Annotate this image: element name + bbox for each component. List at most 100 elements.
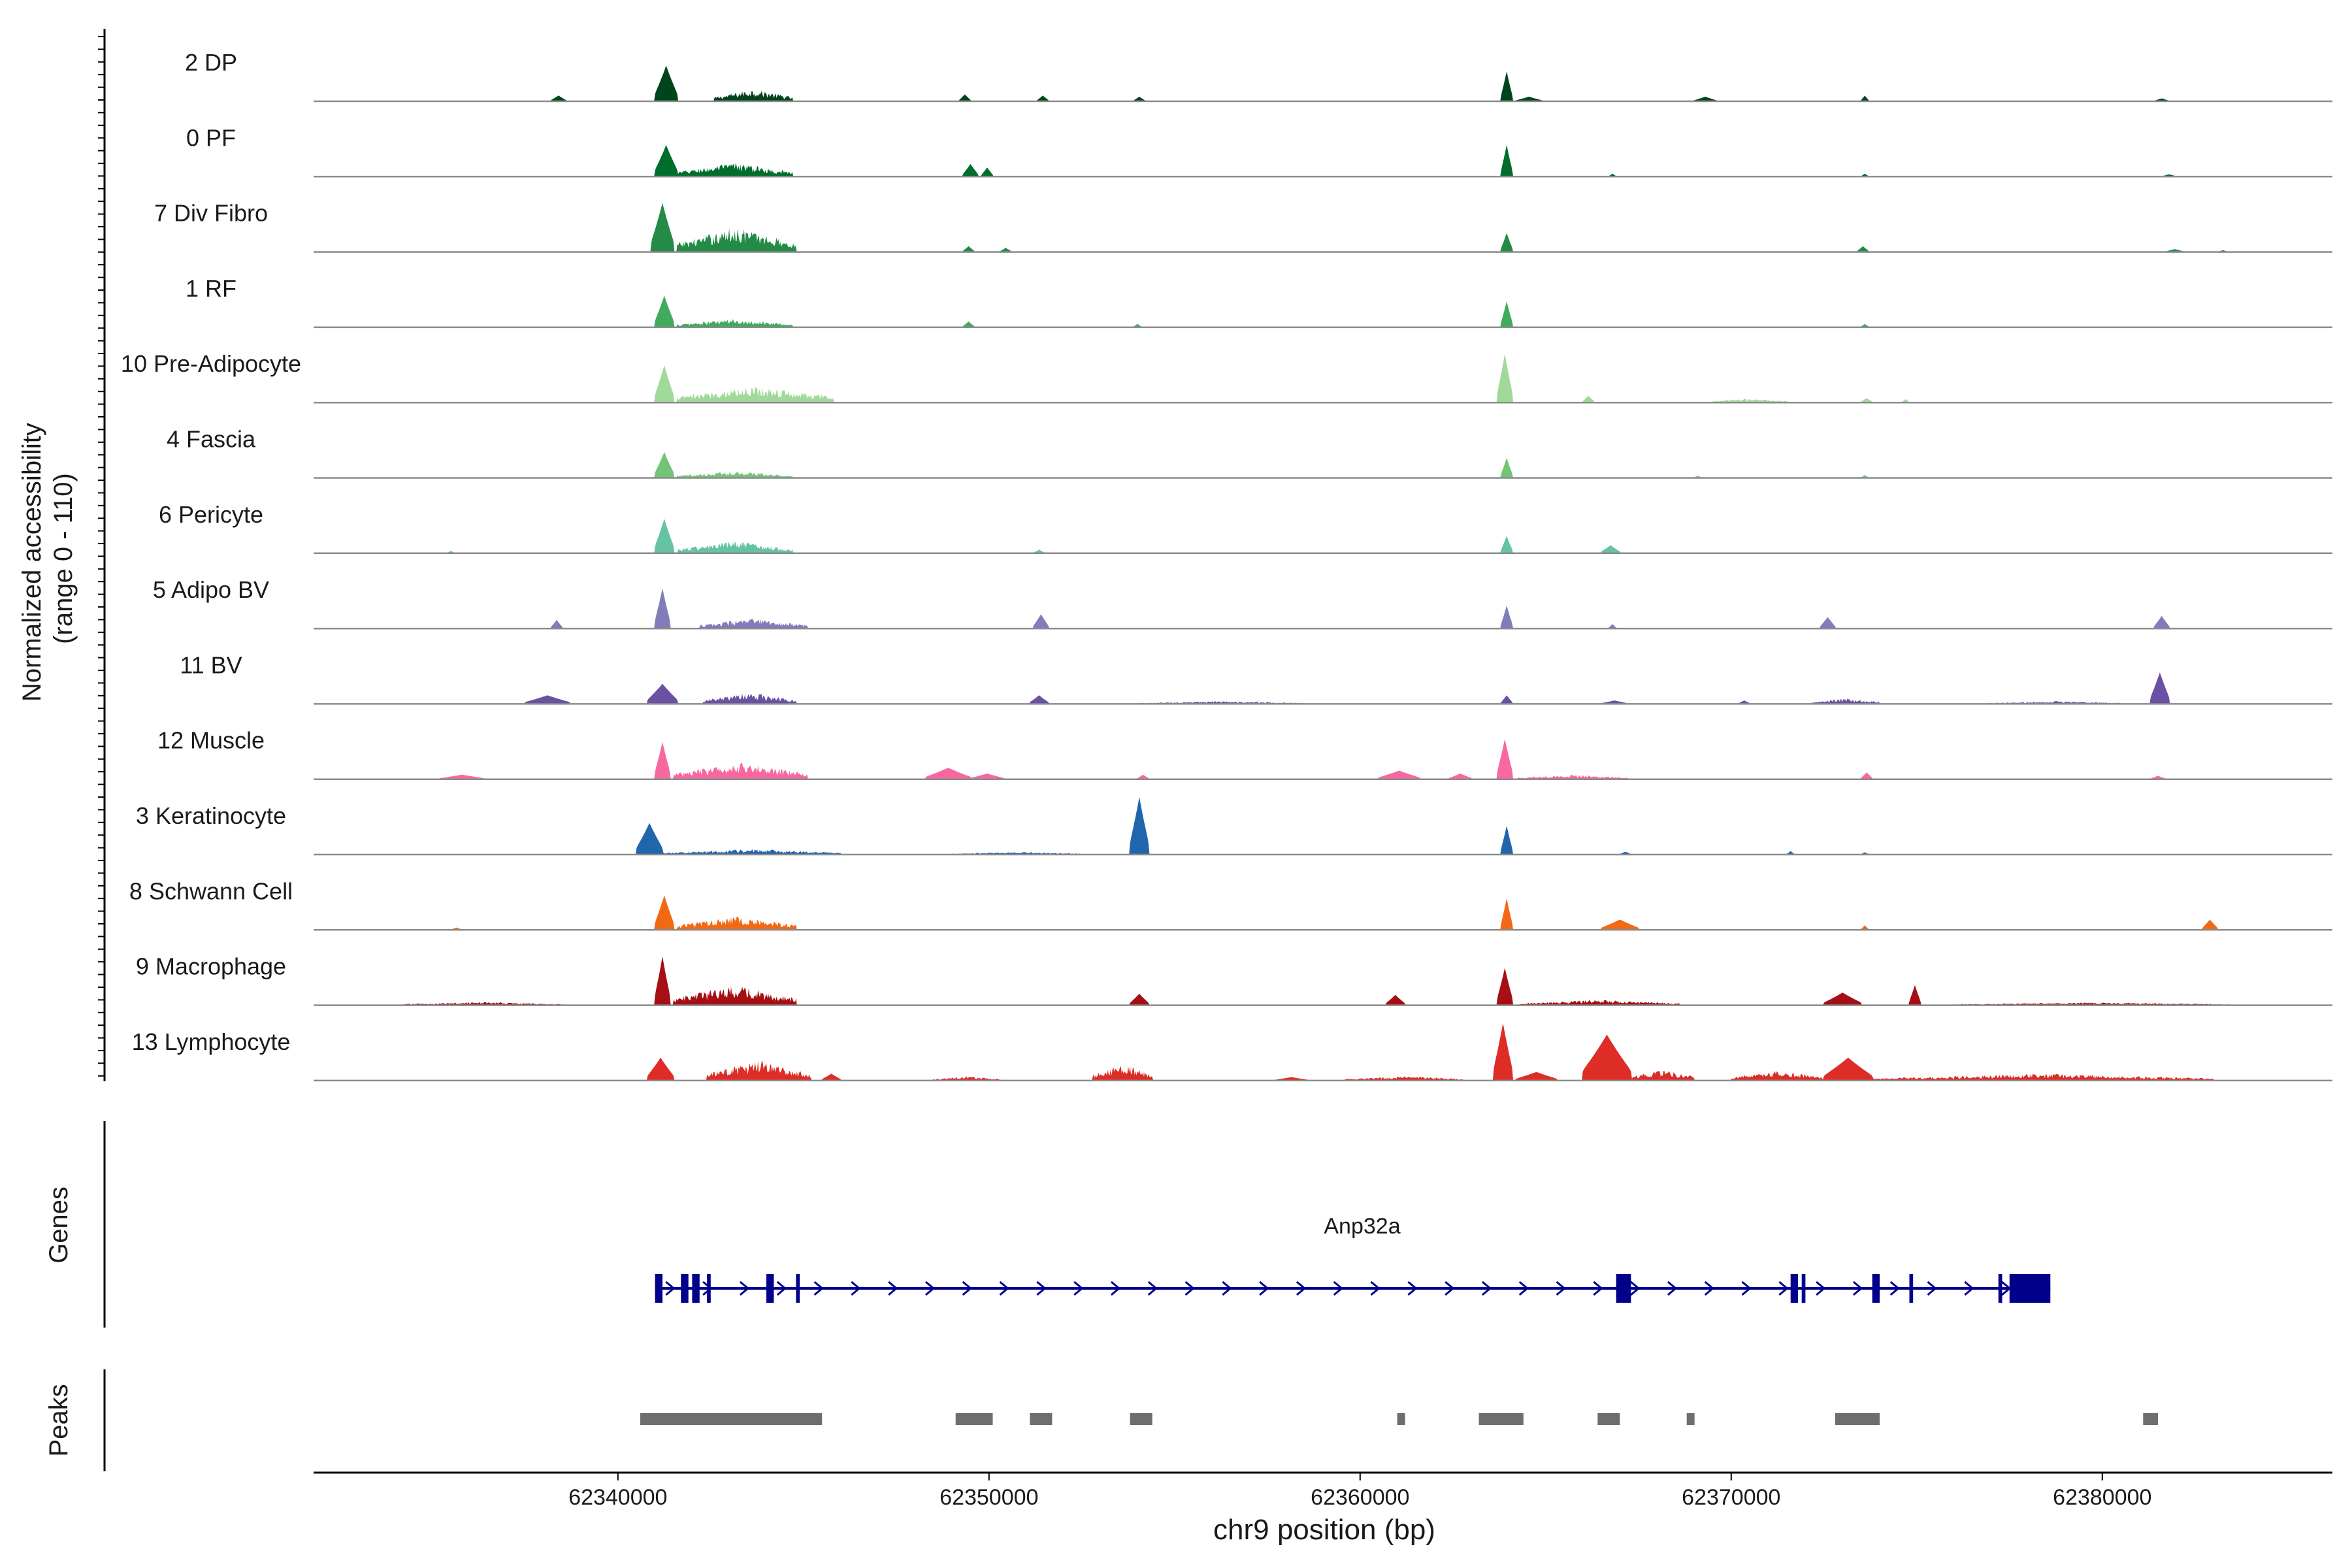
strand-arrow [1630, 1281, 1641, 1296]
track-label: 12 Muscle [157, 727, 265, 754]
coverage-tracks: 2 DP 0 PF 7 Div Fibro 1 RF 10 Pre-Adipocyte 4… [121, 49, 2332, 1082]
peak-region [1397, 1413, 1405, 1425]
strand-arrow [1704, 1281, 1715, 1296]
accessibility-y-label-line2: (range 0 - 110) [49, 473, 78, 644]
x-axis-title: chr9 position (bp) [1213, 1514, 1435, 1546]
gene-exon [1998, 1274, 2002, 1303]
track-9-macrophage: 9 Macrophage [136, 953, 2332, 1006]
gene-exon [681, 1274, 689, 1303]
gene-exon [1872, 1274, 1880, 1303]
coverage-area [314, 353, 2332, 403]
strand-arrow [962, 1281, 973, 1296]
accessibility-panel: Normalized accessibility (range 0 - 110)… [18, 29, 2332, 1082]
track-12-muscle: 12 Muscle [157, 727, 2332, 780]
track-8-schwann-cell: 8 Schwann Cell [129, 877, 2332, 931]
peak-region [1130, 1413, 1152, 1425]
coverage-area [314, 739, 2332, 779]
gene-model [655, 1274, 2051, 1303]
peaks-label: Peaks [44, 1384, 73, 1456]
strand-arrow [1741, 1281, 1752, 1296]
track-label: 0 PF [186, 124, 236, 151]
strand-arrow [1222, 1281, 1232, 1296]
peak-region [640, 1413, 823, 1425]
peak-region [1835, 1413, 1880, 1425]
track-11-bv: 11 BV [180, 651, 2332, 705]
strand-arrow [1184, 1281, 1195, 1296]
track-label: 4 Fascia [167, 426, 256, 453]
gene-exon [1909, 1274, 1914, 1303]
strand-arrow [1927, 1281, 1937, 1296]
track-label: 5 Adipo BV [153, 576, 269, 603]
gene-exon [2009, 1274, 2051, 1303]
x-tick-label: 62340000 [568, 1485, 667, 1510]
strand-arrow [1110, 1281, 1121, 1296]
track-1-rf: 1 RF [186, 275, 2332, 329]
strand-arrow [1259, 1281, 1269, 1296]
strand-arrow [1816, 1281, 1826, 1296]
genes-panel: Genes Anp32a [44, 1121, 2051, 1328]
strand-arrow [1778, 1281, 1789, 1296]
track-label: 7 Div Fibro [154, 200, 268, 227]
peak-region [1478, 1413, 1524, 1425]
coverage-area [314, 1022, 2332, 1081]
strand-arrow [1889, 1281, 1901, 1296]
gene-exon [1801, 1274, 1806, 1303]
coverage-area [314, 895, 2332, 930]
strand-arrow [1667, 1281, 1678, 1296]
strand-arrow [924, 1281, 936, 1296]
track-label: 2 DP [185, 49, 237, 76]
strand-arrow [813, 1281, 824, 1296]
strand-arrow [1964, 1281, 1974, 1296]
coverage-area [314, 956, 2332, 1005]
gene-exon [1790, 1274, 1799, 1303]
peak-regions [640, 1413, 2158, 1425]
gene-exon [1616, 1274, 1631, 1303]
strand-arrow [1518, 1281, 1529, 1296]
peak-region [1597, 1413, 1620, 1425]
gene-exon [707, 1274, 711, 1303]
peak-region [1686, 1413, 1695, 1425]
gene-exon [692, 1274, 700, 1303]
track-label: 1 RF [186, 275, 237, 302]
x-tick-label: 62350000 [939, 1485, 1038, 1510]
peak-region [955, 1413, 993, 1425]
peak-region [2143, 1413, 2158, 1425]
track-label: 8 Schwann Cell [129, 877, 293, 904]
strand-arrow [888, 1281, 898, 1296]
strand-arrow [1593, 1281, 1603, 1296]
accessibility-y-label: Normalized accessibility (range 0 - 110) [18, 416, 78, 702]
track-3-keratinocyte: 3 Keratinocyte [136, 797, 2332, 856]
strand-arrow [1481, 1281, 1492, 1296]
strand-arrow [1445, 1281, 1455, 1296]
strand-arrow [1852, 1281, 1863, 1296]
coverage-area [314, 144, 2332, 177]
genes-label: Genes [44, 1186, 73, 1264]
track-label: 10 Pre-Adipocyte [121, 350, 301, 377]
coverage-area [314, 797, 2332, 855]
coverage-area [314, 65, 2332, 101]
x-tick-label: 62360000 [1311, 1485, 1409, 1510]
strand-arrow [1036, 1281, 1047, 1296]
peaks-panel: Peaks [44, 1369, 2158, 1471]
strand-arrow [665, 1281, 676, 1296]
peak-region [1030, 1413, 1053, 1425]
gene-exon [796, 1274, 800, 1303]
accessibility-y-ticks [98, 36, 105, 1077]
strand-arrow [999, 1281, 1009, 1296]
strand-arrow [1073, 1281, 1084, 1296]
track-5-adipo-bv: 5 Adipo BV [153, 576, 2332, 630]
coverage-area [314, 588, 2332, 629]
track-4-fascia: 4 Fascia [167, 426, 2332, 479]
track-10-pre-adipocyte: 10 Pre-Adipocyte [121, 350, 2332, 404]
gene-exon [655, 1274, 662, 1303]
track-label: 3 Keratinocyte [136, 802, 286, 829]
track-13-lymphocyte: 13 Lymphocyte [132, 1022, 2332, 1082]
strand-arrow [1333, 1281, 1344, 1296]
coverage-area [314, 672, 2332, 704]
strand-arrow [1556, 1281, 1566, 1296]
strand-arrow [851, 1281, 861, 1296]
track-label: 13 Lymphocyte [132, 1028, 291, 1055]
x-axis-ticks: 62340000 62350000 62360000 62370000 62380000 [568, 1473, 2151, 1510]
track-label: 6 Pericyte [159, 501, 263, 528]
